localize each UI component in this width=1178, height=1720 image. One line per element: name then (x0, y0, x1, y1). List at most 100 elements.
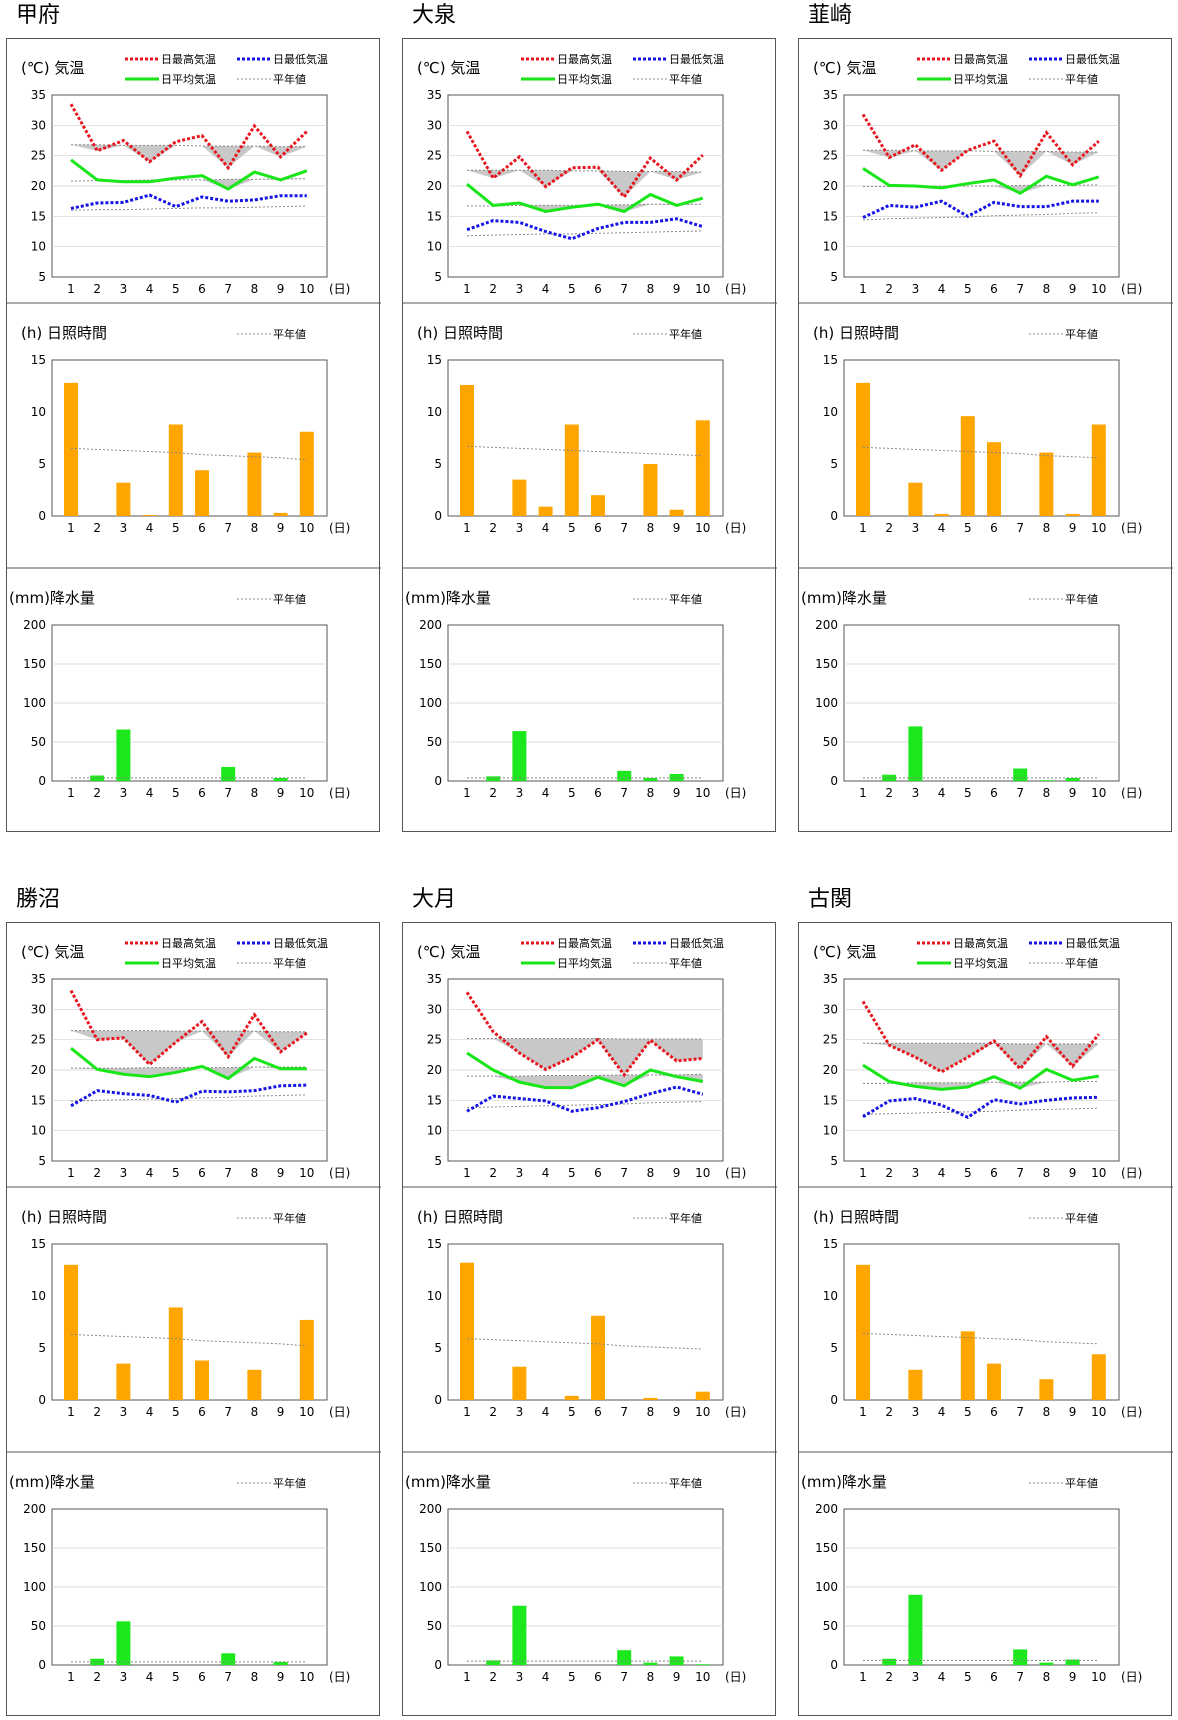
y-tick-label: 10 (31, 240, 46, 254)
y-tick-label: 0 (38, 509, 46, 523)
rain-bar (643, 1662, 658, 1665)
sun-bar (564, 1395, 579, 1400)
x-tick-label: 7 (620, 282, 628, 296)
y-tick-label: 150 (23, 657, 46, 671)
sun-bar (856, 1264, 870, 1400)
normal-line-min (466, 230, 703, 237)
legend-normal-label: 平年値 (273, 327, 306, 341)
y-tick-label: 0 (830, 1658, 838, 1672)
legend-normal-label: 平年値 (273, 1476, 306, 1490)
x-tick-label: 4 (542, 1405, 550, 1419)
rain-bar (1065, 777, 1080, 781)
x-tick-label: 10 (299, 1670, 314, 1684)
legend-min-label: 日最低気温 (273, 936, 328, 950)
x-tick-label: 9 (1069, 1166, 1077, 1180)
max-temp-line (465, 991, 703, 1078)
x-tick-label: 5 (568, 282, 576, 296)
x-tick-label: 1 (859, 1166, 867, 1180)
x-tick-label: 2 (93, 521, 101, 535)
sun-bar (195, 1360, 209, 1400)
x-tick-label: 10 (299, 786, 314, 800)
x-tick-label: 9 (673, 282, 681, 296)
sun-plot-area (447, 359, 724, 517)
avg-temp-line (70, 158, 308, 191)
max-temp-line (861, 1000, 1100, 1074)
station-name: 韮崎 (808, 3, 853, 28)
legend-min-label: 日最低気温 (669, 936, 724, 950)
x-tick-label: 1 (859, 282, 867, 296)
legend-normal-label: 平年値 (273, 956, 306, 970)
x-tick-label: 4 (542, 521, 550, 535)
sun-title: (h) 日照時間 (813, 1208, 899, 1226)
x-tick-label: 10 (1091, 1405, 1106, 1419)
x-tick-label: 7 (1016, 1670, 1024, 1684)
y-tick-label: 30 (427, 118, 442, 132)
x-tick-label: 4 (146, 521, 154, 535)
x-tick-label: 1 (859, 786, 867, 800)
x-unit-label: (日) (725, 1405, 746, 1419)
x-tick-label: 6 (990, 1166, 998, 1180)
sun-bar (195, 470, 209, 516)
x-tick-label: 5 (568, 521, 576, 535)
y-tick-label: 10 (427, 240, 442, 254)
x-tick-label: 1 (859, 1405, 867, 1419)
x-tick-label: 3 (912, 282, 920, 296)
x-tick-label: 8 (1043, 1405, 1051, 1419)
y-tick-label: 0 (434, 1393, 442, 1407)
y-tick-label: 100 (815, 1580, 838, 1594)
station-name: 古関 (808, 887, 853, 912)
rain-title: (mm)降水量 (801, 589, 887, 607)
x-tick-label: 2 (489, 521, 497, 535)
x-tick-label: 7 (224, 521, 232, 535)
sun-title: (h) 日照時間 (417, 324, 503, 342)
x-tick-label: 4 (146, 786, 154, 800)
station-chart-frame: (℃) 気温 日最高気温 日最低気温 日平均気温 平年値 35 30 25 20 15 10 5 1 2 3… (402, 922, 777, 1716)
sun-bar (564, 424, 579, 516)
max-temp-line (465, 130, 704, 200)
x-tick-label: 8 (1043, 1166, 1051, 1180)
x-tick-label: 2 (93, 1670, 101, 1684)
y-tick-label: 20 (823, 1063, 838, 1077)
station-chart-frame: (℃) 気温 日最高気温 日最低気温 日平均気温 平年値 35 30 25 20 15 10 5 1 2 3… (402, 38, 777, 832)
x-tick-label: 5 (568, 1670, 576, 1684)
x-tick-label: 7 (620, 1166, 628, 1180)
sun-bar (1065, 513, 1080, 516)
x-tick-label: 7 (620, 1405, 628, 1419)
normal-line-min (466, 1101, 703, 1109)
x-tick-label: 2 (489, 282, 497, 296)
y-tick-label: 10 (31, 405, 46, 419)
legend-normal-label: 平年値 (669, 1211, 702, 1225)
x-tick-label: 9 (1069, 786, 1077, 800)
x-tick-label: 5 (964, 521, 972, 535)
sun-bar (908, 1369, 923, 1400)
x-tick-label: 10 (299, 521, 314, 535)
x-tick-label: 2 (93, 1166, 101, 1180)
y-tick-label: 5 (830, 457, 838, 471)
y-tick-label: 5 (434, 1341, 442, 1355)
y-tick-label: 35 (823, 972, 838, 986)
station-name: 甲府 (16, 3, 61, 28)
rain-title: (mm)降水量 (801, 1473, 887, 1491)
y-tick-label: 200 (23, 1502, 46, 1516)
legend-max-label: 日最高気温 (161, 936, 216, 950)
x-tick-label: 6 (990, 786, 998, 800)
sun-title: (h) 日照時間 (21, 324, 107, 342)
sun-bar (1039, 452, 1054, 516)
x-tick-label: 9 (673, 1405, 681, 1419)
x-tick-label: 2 (93, 1405, 101, 1419)
legend-min-label: 日最低気温 (669, 52, 724, 66)
x-tick-label: 10 (695, 521, 710, 535)
x-tick-label: 6 (198, 786, 206, 800)
rain-bar (882, 1658, 897, 1665)
station-name: 大月 (412, 887, 457, 912)
legend-max-label: 日最高気温 (557, 936, 612, 950)
sun-bar (142, 514, 157, 516)
rain-bar (908, 726, 923, 781)
shade-max-below-normal (863, 1043, 1099, 1072)
x-tick-label: 10 (1091, 282, 1106, 296)
x-tick-label: 2 (489, 1670, 497, 1684)
x-tick-label: 7 (620, 521, 628, 535)
x-tick-label: 9 (277, 1670, 285, 1684)
legend-normal-label: 平年値 (273, 1211, 306, 1225)
y-tick-label: 0 (830, 774, 838, 788)
